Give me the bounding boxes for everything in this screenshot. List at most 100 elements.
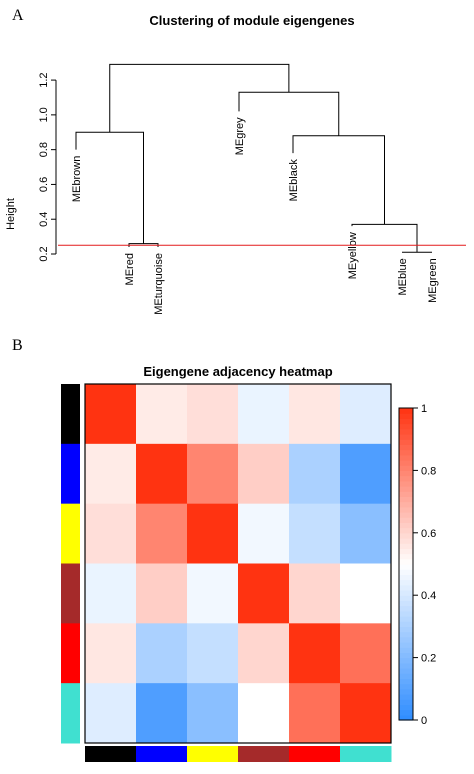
- leaf-label: MEblue: [397, 258, 409, 295]
- colorbar-tick-label: 0.8: [421, 465, 436, 477]
- colorbar-segment: [399, 506, 413, 513]
- colorbar-segment: [399, 714, 413, 721]
- colorbar-segment: [399, 683, 413, 690]
- heatmap-column-color-bar: [85, 746, 392, 762]
- dendrogram-branch: [238, 91, 340, 136]
- column-module-color: [289, 746, 341, 762]
- colorbar-segment: [399, 642, 413, 648]
- colorbar-segment: [399, 532, 413, 539]
- column-module-color: [187, 746, 239, 762]
- colorbar-segment: [399, 610, 413, 617]
- heatmap-cell: [238, 563, 290, 624]
- colorbar-segment: [399, 662, 413, 669]
- colorbar-segment: [399, 558, 413, 565]
- colorbar-segment: [399, 694, 413, 700]
- leaf-label: MEgrey: [234, 117, 246, 155]
- colorbar-tick-label: 0: [421, 715, 427, 727]
- colorbar-segment: [399, 673, 413, 679]
- dendrogram-panel: A Clustering of module eigengenes Height…: [5, 7, 466, 315]
- dendrogram-branch: [292, 135, 385, 225]
- heatmap-cell: [85, 443, 137, 505]
- colorbar-segment: [399, 590, 413, 596]
- row-module-color: [61, 384, 80, 445]
- colorbar-segment: [399, 527, 413, 534]
- colorbar-segment: [399, 418, 413, 425]
- dendrogram-branch: [351, 223, 418, 253]
- dendrogram-title: Clustering of module eigengenes: [149, 13, 354, 28]
- y-tick-label: 1.0: [38, 107, 50, 122]
- leaf-label: MEyellow: [347, 232, 359, 279]
- heatmap-cell: [187, 683, 239, 744]
- heatmap-cell: [238, 503, 290, 564]
- heatmap-cell: [85, 503, 137, 564]
- colorbar-tick-label: 1: [421, 403, 427, 415]
- heatmap-cell: [85, 563, 137, 624]
- row-module-color: [61, 623, 80, 684]
- heatmap-cell: [85, 623, 137, 684]
- heatmap-cell: [187, 503, 239, 564]
- y-tick-label: 0.8: [38, 142, 50, 157]
- colorbar-segment: [399, 470, 413, 477]
- leaf-label: MEgreen: [427, 258, 439, 303]
- row-module-color: [61, 443, 80, 505]
- colorbar-segment: [399, 408, 413, 414]
- heatmap-cell: [340, 384, 392, 445]
- colorbar-segment: [399, 574, 413, 581]
- colorbar-segment: [399, 564, 413, 570]
- colorbar-segment: [399, 647, 413, 653]
- colorbar: 0 0.2 0.4 0.6 0.8 1: [398, 403, 436, 727]
- colorbar-segment: [399, 475, 413, 482]
- leaf-label: MEbrown: [71, 156, 83, 202]
- dendrogram-branch: [109, 63, 290, 133]
- colorbar-segment: [399, 569, 413, 575]
- heatmap-title: Eigengene adjacency heatmap: [143, 364, 332, 379]
- colorbar-segment: [399, 678, 413, 685]
- heatmap-cell: [238, 623, 290, 684]
- colorbar-segment: [399, 465, 413, 471]
- heatmap-cell: [136, 563, 188, 624]
- colorbar-segment: [399, 657, 413, 664]
- column-module-color: [85, 746, 137, 762]
- y-tick-label: 0.4: [38, 212, 50, 227]
- colorbar-segment: [399, 579, 413, 586]
- colorbar-segment: [399, 517, 413, 523]
- row-module-color: [61, 683, 80, 744]
- heatmap-cell: [340, 443, 392, 505]
- colorbar-segment: [399, 496, 413, 503]
- heatmap-cell: [136, 683, 188, 744]
- heatmap-frame: [84, 383, 392, 744]
- colorbar-segment: [399, 631, 413, 638]
- heatmap-cells: [85, 384, 392, 744]
- heatmap-cell: [85, 384, 137, 445]
- colorbar-segment: [399, 605, 413, 612]
- heatmap-cell: [238, 443, 290, 505]
- colorbar-segment: [399, 439, 413, 445]
- colorbar-segment: [399, 668, 413, 674]
- heatmap-cell: [340, 563, 392, 624]
- leaf-label: MEblack: [288, 159, 300, 202]
- colorbar-segment: [399, 480, 413, 487]
- heatmap-cell: [136, 503, 188, 564]
- colorbar-segment: [399, 522, 413, 529]
- colorbar-segment: [399, 688, 413, 695]
- colorbar-segment: [399, 501, 413, 508]
- colorbar-segment: [399, 548, 413, 555]
- row-module-color: [61, 503, 80, 564]
- heatmap-cell: [187, 623, 239, 684]
- colorbar-segment: [399, 460, 413, 466]
- colorbar-segment: [399, 486, 413, 492]
- colorbar-segment: [399, 616, 413, 622]
- y-tick-label: 1.2: [38, 72, 50, 87]
- panel-label-b: B: [12, 337, 23, 354]
- dendrogram-branch: [75, 131, 144, 244]
- heatmap-cell: [187, 563, 239, 624]
- panel-label-a: A: [12, 7, 24, 24]
- column-module-color: [136, 746, 188, 762]
- colorbar-segment: [399, 600, 413, 607]
- heatmap-cell: [136, 384, 188, 445]
- heatmap-cell: [85, 683, 137, 744]
- colorbar-segment: [399, 652, 413, 659]
- colorbar-segment: [399, 584, 413, 591]
- colorbar-segment: [399, 709, 413, 716]
